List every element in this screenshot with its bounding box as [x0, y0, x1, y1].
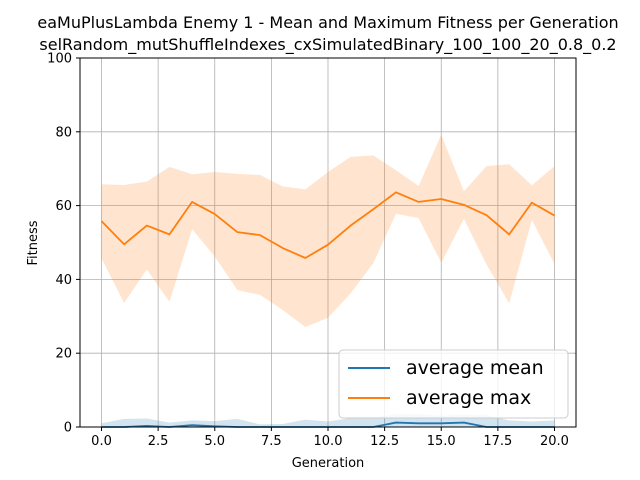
legend-label-average-mean: average mean — [406, 357, 544, 379]
y-tick-label: 80 — [55, 125, 72, 140]
x-tick-label: 12.5 — [370, 434, 399, 449]
x-tick-label: 15.0 — [427, 434, 456, 449]
x-tick-label: 17.5 — [483, 434, 512, 449]
x-tick-label: 2.5 — [148, 434, 169, 449]
x-axis-ticks: 0.0 2.5 5.0 7.5 10.0 12.5 15.0 17.5 20.0 — [91, 427, 569, 449]
y-tick-label: 60 — [55, 199, 72, 214]
x-tick-label: 20.0 — [540, 434, 569, 449]
band-average-max — [101, 134, 555, 327]
x-axis-label: Generation — [292, 456, 365, 471]
x-tick-label: 10.0 — [314, 434, 343, 449]
line-average-max — [100, 191, 555, 259]
x-tick-label: 7.5 — [261, 434, 282, 449]
x-tick-label: 5.0 — [204, 434, 225, 449]
y-tick-label: 40 — [55, 273, 72, 288]
y-tick-label: 20 — [55, 347, 72, 362]
chart-subtitle: selRandom_mutShuffleIndexes_cxSimulatedB… — [39, 35, 616, 55]
y-axis-label: Fitness — [26, 220, 41, 265]
legend-box — [338, 349, 569, 419]
x-tick-label: 0.0 — [91, 434, 112, 449]
y-tick-label: 0 — [64, 421, 72, 436]
legend: average mean average max — [338, 349, 569, 419]
chart-title: eaMuPlusLambda Enemy 1 - Mean and Maximu… — [37, 13, 618, 32]
y-axis-ticks: 0 20 40 60 80 100 — [47, 52, 80, 436]
y-tick-label: 100 — [47, 52, 72, 67]
legend-label-average-max: average max — [406, 387, 531, 409]
